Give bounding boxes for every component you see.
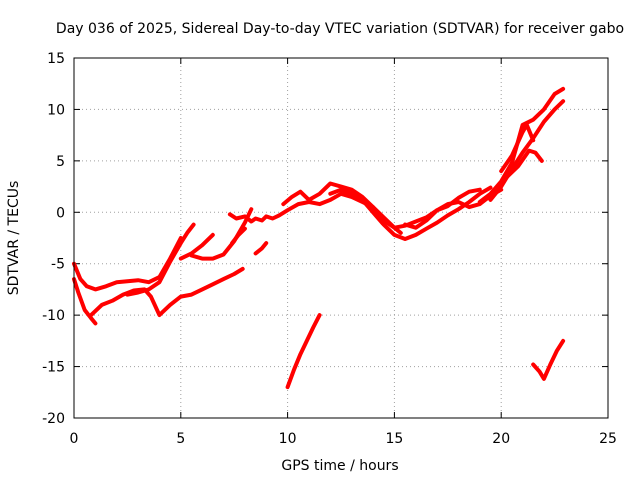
series-trace-14 xyxy=(488,99,566,202)
x-tick-label: 10 xyxy=(279,431,297,447)
axis-ticks: 0 5 10 15 20 25 -20 -15 -10 -5 0 5 10 15 xyxy=(42,51,617,447)
series-trace-16 xyxy=(505,148,544,179)
series-trace-18 xyxy=(531,338,566,381)
series-trace-5 xyxy=(178,232,215,261)
x-tick-label: 15 xyxy=(385,431,403,447)
series-trace-17 xyxy=(285,313,322,390)
series-trace-15 xyxy=(499,122,536,174)
y-axis-label: SDTVAR / TECUs xyxy=(6,181,22,296)
series-trace-2 xyxy=(72,277,98,326)
grid xyxy=(74,58,608,418)
series-layer xyxy=(72,86,566,390)
y-tick-label: -5 xyxy=(51,257,65,273)
y-tick-label: 5 xyxy=(56,154,65,170)
y-tick-label: -20 xyxy=(42,411,65,427)
x-tick-label: 0 xyxy=(70,431,79,447)
y-tick-label: -15 xyxy=(42,360,65,376)
series-trace-12 xyxy=(403,187,482,230)
y-tick-label: 0 xyxy=(56,205,65,221)
x-tick-label: 20 xyxy=(492,431,510,447)
series-trace-8 xyxy=(253,241,269,256)
series-trace-10 xyxy=(281,181,403,235)
chart-title: Day 036 of 2025, Sidereal Day-to-day VTE… xyxy=(56,21,624,37)
series-trace-6 xyxy=(189,207,254,261)
series-trace-13 xyxy=(477,86,566,204)
series-trace-11 xyxy=(328,185,493,241)
y-tick-label: -10 xyxy=(42,308,65,324)
x-tick-label: 25 xyxy=(599,431,617,447)
y-tick-label: 15 xyxy=(47,51,65,67)
series-trace-3 xyxy=(89,266,245,318)
series-trace-7 xyxy=(230,226,247,246)
series-trace-4 xyxy=(125,222,196,297)
plot-frame xyxy=(73,57,609,419)
y-tick-label: 10 xyxy=(47,102,65,118)
series-trace-1 xyxy=(72,236,183,292)
x-tick-label: 5 xyxy=(176,431,185,447)
x-axis-label: GPS time / hours xyxy=(281,458,398,474)
